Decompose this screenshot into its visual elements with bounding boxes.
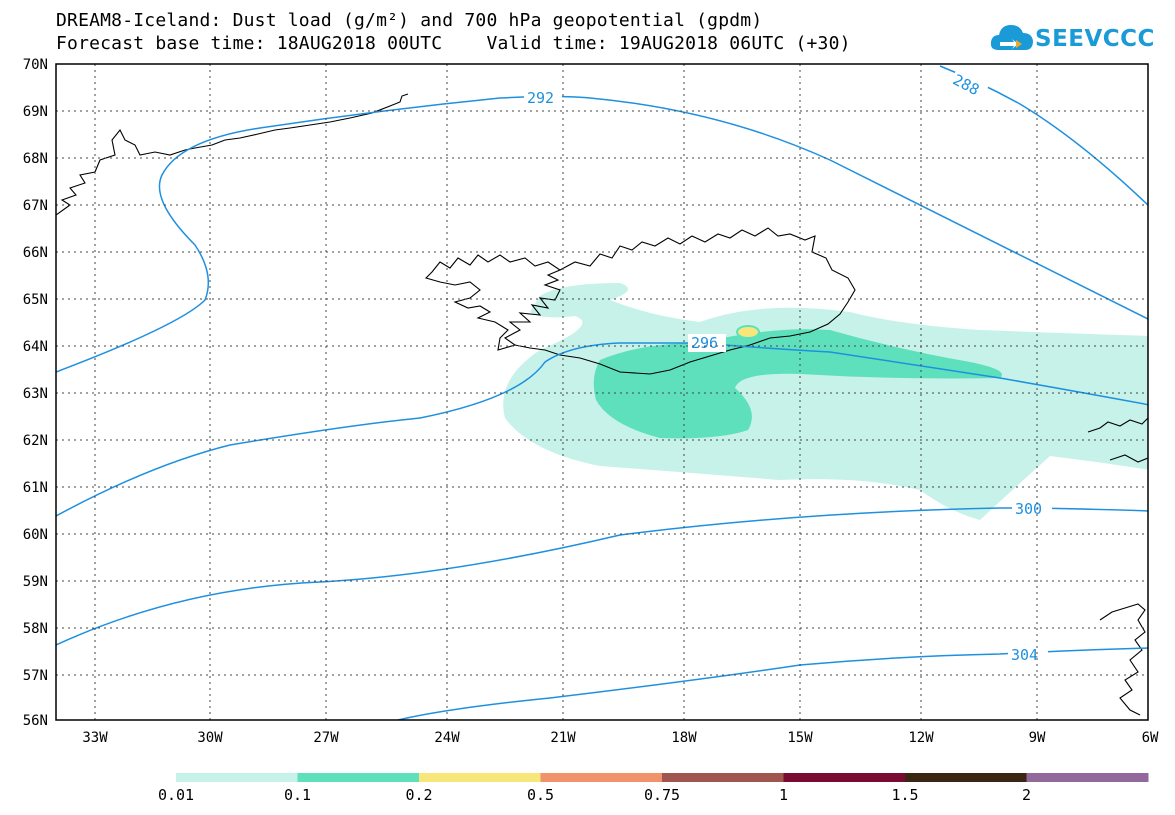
dust-area-high [736, 325, 760, 339]
colorbar-swatch [905, 773, 1027, 782]
contour-label-292: 292 [527, 89, 554, 107]
longitude-labels: 33W 30W 27W 24W 21W 18W 15W 12W 9W 6W [82, 730, 1159, 746]
contour-labels: 292 288 296 300 304 [524, 69, 1052, 664]
lon-label: 33W [82, 730, 108, 746]
lon-label: 12W [908, 730, 934, 746]
colorbar-label: 0.1 [284, 786, 311, 804]
lat-label: 65N [23, 292, 48, 308]
lat-label: 62N [23, 433, 48, 449]
contour-label-296: 296 [691, 334, 718, 352]
lat-label: 63N [23, 386, 48, 402]
lon-label: 18W [671, 730, 697, 746]
contour-label-300: 300 [1015, 500, 1042, 518]
cloud-icon [990, 25, 1033, 50]
coastlines [56, 93, 1148, 716]
lat-label: 59N [23, 574, 48, 590]
map-plot-area: 292 288 296 300 304 [56, 65, 1148, 720]
lat-label: 66N [23, 245, 48, 261]
greenland-coast [56, 93, 409, 216]
lon-label: 27W [313, 730, 339, 746]
lat-label: 60N [23, 527, 48, 543]
colorbar-label: 0.2 [405, 786, 432, 804]
colorbar-swatch [297, 773, 420, 782]
dust-area-mid [593, 329, 1002, 439]
colorbar-label: 0.01 [158, 786, 194, 804]
colorbar-swatch [419, 773, 541, 782]
lon-label: 15W [787, 730, 813, 746]
lat-label: 67N [23, 198, 48, 214]
colorbar-swatch [662, 773, 784, 782]
lat-label: 61N [23, 480, 48, 496]
iceland-coast [424, 254, 562, 351]
colorbar-label: 2 [1022, 786, 1031, 804]
colorbar-label: 0.5 [527, 786, 554, 804]
colorbar-swatch [176, 773, 298, 782]
lon-label: 6W [1142, 730, 1159, 746]
seevccc-logo: SEEVCCC [990, 20, 1165, 60]
lat-label: 69N [23, 104, 48, 120]
contour-300 [56, 507, 1148, 646]
lon-label: 24W [434, 730, 460, 746]
scotland-coast [1087, 417, 1148, 716]
lat-label: 64N [23, 339, 48, 355]
lon-label: 9W [1029, 730, 1046, 746]
lat-label: 58N [23, 621, 48, 637]
lon-label: 21W [550, 730, 576, 746]
colorbar-swatch [1026, 773, 1149, 782]
lat-label: 56N [23, 713, 48, 729]
map-frame [55, 63, 1149, 721]
grid-lines [56, 64, 1148, 720]
colorbar-swatch [783, 773, 906, 782]
lon-label: 30W [197, 730, 223, 746]
lat-label: 57N [23, 668, 48, 684]
contour-label-304: 304 [1011, 646, 1038, 664]
colorbar-label: 1 [779, 786, 788, 804]
colorbar: 0.01 0.1 0.2 0.5 0.75 1 1.5 2 [158, 773, 1149, 804]
map-title: DREAM8-Iceland: Dust load (g/m²) and 700… [56, 10, 763, 31]
colorbar-label: 0.75 [644, 786, 680, 804]
lat-label: 70N [23, 57, 48, 73]
colorbar-swatch [540, 773, 663, 782]
iceland-coast-main [514, 227, 856, 375]
lat-label: 68N [23, 151, 48, 167]
contour-296 [56, 342, 1148, 517]
logo-text: SEEVCCC [1035, 26, 1155, 52]
latitude-labels: 70N 69N 68N 67N 66N 65N 64N 63N 62N 61N … [23, 57, 48, 729]
colorbar-label: 1.5 [891, 786, 918, 804]
map-subtitle: Forecast base time: 18AUG2018 00UTC Vali… [56, 33, 851, 54]
